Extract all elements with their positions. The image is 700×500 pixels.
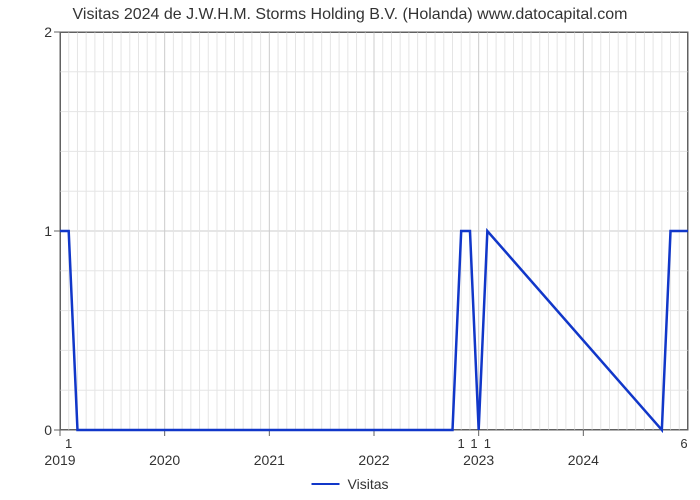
y-tick-label: 0 [32, 422, 52, 438]
legend-label: Visitas [348, 476, 389, 492]
x-tick-label: 2024 [568, 452, 599, 468]
data-point-label: 6 [680, 436, 687, 451]
chart-container: Visitas 2024 de J.W.H.M. Storms Holding … [0, 0, 700, 500]
chart-svg [0, 0, 700, 500]
data-point-label: 1 [470, 436, 477, 451]
legend-swatch [312, 483, 340, 485]
legend: Visitas [312, 476, 389, 492]
x-tick-label: 2019 [44, 452, 75, 468]
x-tick-label: 2022 [358, 452, 389, 468]
y-tick-label: 1 [32, 223, 52, 239]
x-tick-label: 2020 [149, 452, 180, 468]
data-point-label: 1 [458, 436, 465, 451]
data-point-label: 1 [65, 436, 72, 451]
data-point-label: 1 [484, 436, 491, 451]
x-tick-label: 2021 [254, 452, 285, 468]
x-tick-label: 2023 [463, 452, 494, 468]
y-tick-label: 2 [32, 24, 52, 40]
